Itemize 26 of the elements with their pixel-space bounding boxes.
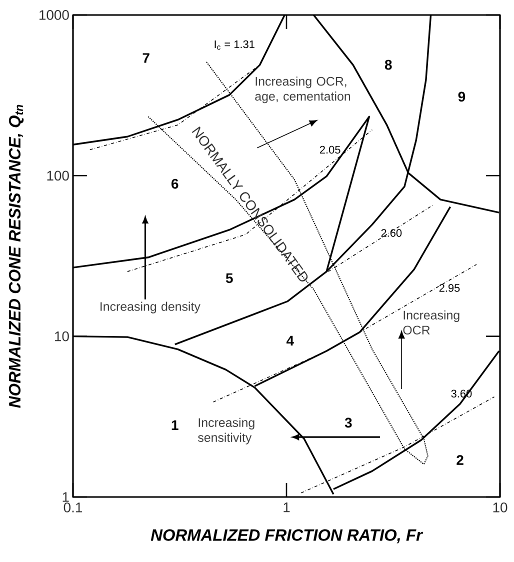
x-axis-title: NORMALIZED FRICTION RATIO, Fr: [150, 529, 424, 544]
annotation: Increasing density: [100, 302, 200, 314]
x-tick-label: 1: [284, 502, 290, 512]
y-tick-label: 100: [47, 170, 69, 181]
annotation: Increasing sensitivity: [198, 418, 254, 444]
x-tick-label: 0.1: [64, 502, 82, 512]
x-tick-label: 10: [493, 502, 508, 512]
annotation: 9: [458, 92, 466, 102]
annotation: Increasing OCR: [403, 310, 460, 335]
y-tick-label: 10: [55, 331, 69, 342]
annotation: I$_{c}$ = 1.31: [214, 40, 254, 50]
annotation: 2.95: [439, 284, 460, 292]
annotation: 7: [142, 53, 150, 63]
annotation: 1: [172, 420, 178, 430]
y-tick-label: 1000: [40, 10, 69, 20]
annotation: 2.05: [320, 146, 340, 154]
annotation: 2: [456, 455, 464, 465]
annotation: Increasing OCR, age, cementation: [255, 76, 350, 104]
y-axis-title: NORMALIZED CONE RESISTANCE, Q$_{tn}$: [8, 104, 24, 408]
annotation: 6: [172, 178, 178, 189]
annotation: 8: [384, 60, 392, 70]
annotation: 4: [286, 336, 294, 346]
y-tick-label: 1: [62, 492, 69, 502]
annotation: 3: [344, 418, 352, 428]
annotation: 2.60: [381, 229, 402, 237]
annotation: 5: [226, 273, 233, 284]
